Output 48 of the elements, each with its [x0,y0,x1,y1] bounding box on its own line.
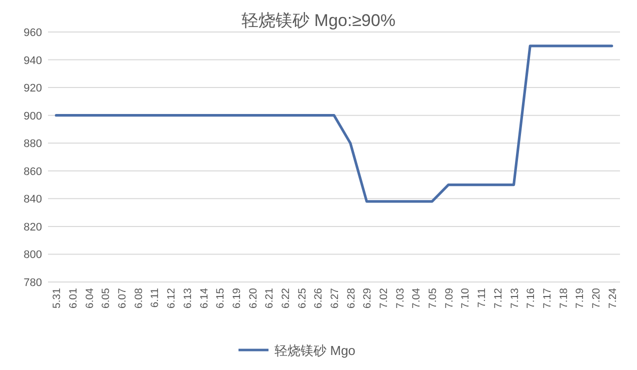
x-tick-label: 6.07 [116,288,129,308]
x-tick-label: 6.27 [329,288,341,308]
x-tick-label: 7.13 [508,288,521,308]
x-tick-label: 6.15 [214,288,227,308]
x-tick-label: 6.08 [132,288,145,308]
x-tick-label: 6.14 [198,288,210,308]
x-tick-label: 6.01 [68,288,80,308]
legend-label: 轻烧镁砂 Mgo [274,343,356,358]
y-tick-label: 860 [24,166,42,178]
chart-title: 轻烧镁砂 Mgo:≥90% [242,11,396,30]
y-tick-label: 900 [24,110,42,122]
y-tick-label: 840 [24,194,42,206]
x-tick-label: 7.09 [443,288,456,308]
y-tick-label: 800 [24,249,42,262]
y-tick-label: 940 [24,54,42,67]
x-tick-label: 7.20 [590,288,602,308]
x-tick-label: 7.12 [492,288,504,308]
x-tick-label: 6.22 [280,288,292,308]
x-tick-label: 7.24 [606,288,619,308]
x-tick-label: 7.11 [476,288,488,308]
x-tick-label: 6.04 [84,288,96,308]
x-tick-label: 7.10 [460,288,472,308]
x-tick-label: 6.26 [312,288,325,308]
x-tick-label: 6.28 [345,288,358,308]
x-tick-label: 7.19 [574,288,586,308]
x-tick-label: 6.05 [100,288,112,308]
x-tick-label: 6.29 [362,288,374,308]
y-tick-label: 880 [24,138,42,150]
y-tick-label: 920 [24,82,42,95]
x-tick-label: 7.17 [541,288,554,308]
line-series [54,44,614,203]
y-tick-label: 780 [24,277,42,289]
x-tick-label: 6.11 [149,288,162,308]
x-tick-label: 7.02 [378,288,390,308]
x-tick-label: 7.03 [394,288,406,308]
x-tick-label: 7.04 [410,288,423,308]
x-tick-label: 5.31 [51,288,64,308]
x-tick-label: 7.16 [525,288,538,308]
x-tick-label: 6.21 [264,288,276,308]
x-tick-label: 7.05 [427,288,440,308]
x-tick-label: 6.12 [166,288,178,308]
y-tick-label: 820 [24,221,42,234]
x-tick-label: 6.13 [182,288,194,308]
x-tick-label: 6.25 [296,288,308,308]
x-tick-label: 6.19 [230,288,243,308]
y-tick-label: 960 [24,27,42,39]
x-tick-label: 7.18 [558,288,570,308]
x-tick-label: 6.20 [247,288,260,308]
